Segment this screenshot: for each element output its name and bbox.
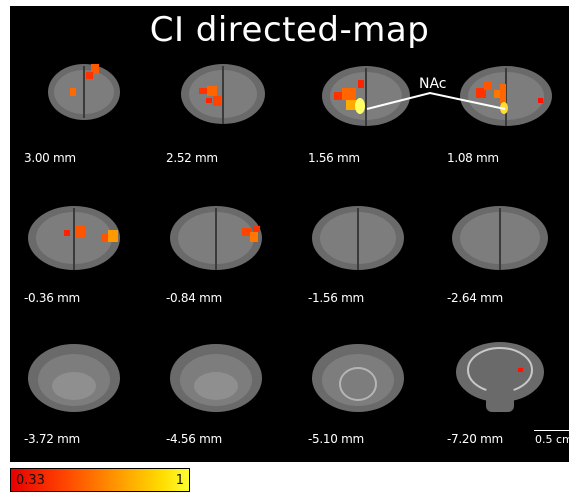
slice-label-2: 2.52 mm (166, 151, 218, 165)
brain-slice-8 (450, 194, 550, 274)
brain-slice-11 (308, 336, 408, 416)
brain-slice-2 (173, 52, 273, 132)
slice-label-4: 1.08 mm (447, 151, 499, 165)
brain-slice-5 (24, 194, 124, 274)
slice-label-12: -7.20 mm (447, 432, 503, 446)
brain-slice-7 (308, 194, 408, 274)
slice-label-8: -2.64 mm (447, 291, 503, 305)
slice-label-5: -0.36 mm (24, 291, 80, 305)
brain-slice-3 (316, 52, 416, 132)
slice-label-1: 3.00 mm (24, 151, 76, 165)
slice-label-7: -1.56 mm (308, 291, 364, 305)
slice-label-9: -3.72 mm (24, 432, 80, 446)
scale-bar-label: 0.5 cm (535, 433, 569, 446)
brain-slice-9 (24, 336, 124, 416)
brain-slice-4 (456, 52, 556, 132)
brain-slice-12 (450, 336, 550, 416)
brain-slice-10 (166, 336, 266, 416)
slice-label-3: 1.56 mm (308, 151, 360, 165)
slice-label-6: -0.84 mm (166, 291, 222, 305)
colorbar: 0.33 1 (10, 468, 190, 492)
figure-panel: CI directed-map (10, 6, 569, 462)
figure-title: CI directed-map (149, 10, 430, 50)
nac-label: NAc (419, 76, 447, 92)
scale-bar (534, 430, 569, 431)
brain-slice-6 (166, 194, 266, 274)
colorbar-max-label: 1 (175, 473, 184, 488)
slice-label-10: -4.56 mm (166, 432, 222, 446)
colorbar-min-label: 0.33 (16, 473, 45, 488)
brain-slice-1 (34, 52, 134, 132)
slice-label-11: -5.10 mm (308, 432, 364, 446)
